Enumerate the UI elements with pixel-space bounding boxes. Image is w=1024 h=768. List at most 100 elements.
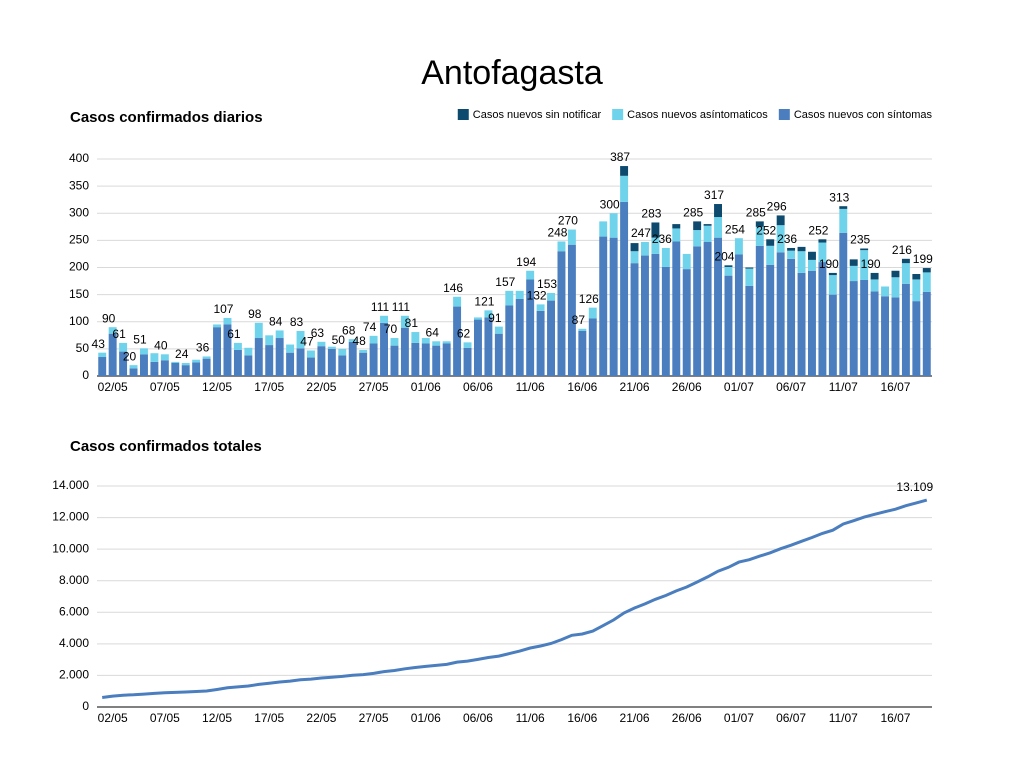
bar-segment	[870, 272, 879, 280]
bar-segment	[776, 215, 785, 226]
value-label: 13.109	[896, 480, 933, 494]
bar-segment	[181, 365, 190, 376]
chart-title: Casos confirmados totales	[70, 438, 262, 455]
bar-segment	[181, 362, 190, 366]
bar-segment	[724, 275, 733, 376]
bar-segment	[734, 238, 743, 255]
legend-swatch	[457, 109, 469, 120]
bar-segment	[202, 356, 211, 359]
line	[102, 498, 928, 699]
x-tick-label: 21/06	[620, 711, 650, 725]
bar-segment	[484, 310, 493, 318]
bar-segment	[338, 355, 347, 376]
bar-segment	[808, 251, 816, 260]
bar-segment	[609, 213, 618, 238]
bar-segment	[202, 358, 211, 376]
total-label: 146	[443, 281, 463, 295]
total-label: 50	[332, 333, 346, 347]
bar-segment	[588, 307, 597, 319]
bar-segment	[630, 263, 639, 376]
total-label: 153	[537, 277, 557, 291]
bar-segment	[474, 319, 482, 376]
bar-segment	[828, 294, 837, 376]
bar-segment	[714, 204, 722, 218]
total-label: 236	[777, 232, 797, 246]
bar-segment	[828, 275, 837, 295]
total-label: 64	[426, 325, 440, 339]
total-label: 190	[861, 257, 881, 271]
total-label: 285	[746, 206, 766, 220]
bar-segment	[703, 224, 712, 226]
bar-segment	[192, 362, 201, 376]
x-tick-label: 16/07	[880, 711, 910, 725]
bar-segment	[849, 265, 858, 282]
total-label: 317	[704, 188, 724, 202]
bar-segment	[223, 324, 232, 376]
bar-segment	[672, 241, 681, 376]
x-tick-label: 17/05	[254, 711, 284, 725]
x-tick-label: 11/07	[829, 711, 858, 725]
bar-segment	[682, 269, 691, 376]
bar-segment	[567, 244, 576, 376]
x-tick-label: 16/06	[567, 380, 597, 394]
bar-segment	[609, 237, 618, 376]
bar-segment	[411, 332, 420, 343]
total-label: 300	[600, 197, 620, 211]
x-tick-label: 21/06	[620, 380, 650, 394]
bar-segment	[453, 306, 462, 376]
bar-segment	[808, 270, 816, 376]
bar-segment	[630, 251, 639, 264]
bar-segment	[630, 243, 639, 252]
bar-segment	[860, 279, 869, 376]
bar-segment	[484, 317, 493, 376]
bar-segment	[849, 281, 858, 376]
x-tick-label: 06/06	[463, 711, 493, 725]
bar-segment	[651, 253, 660, 376]
bar-segment	[849, 259, 858, 266]
bar-segment	[369, 335, 378, 344]
x-tick-label: 06/07	[776, 711, 806, 725]
bar-segment	[839, 232, 848, 376]
x-tick-label: 02/05	[98, 711, 128, 725]
bar-segment	[714, 237, 722, 376]
bar-segment	[766, 245, 775, 265]
y-tick-label: 150	[69, 287, 89, 301]
bar-segment	[390, 338, 399, 346]
y-tick-label: 300	[69, 205, 89, 219]
total-label: 194	[516, 255, 536, 269]
bar-segment	[380, 315, 388, 323]
total-label: 285	[683, 206, 703, 220]
bar-segment	[557, 251, 566, 376]
total-label: 190	[819, 257, 839, 271]
bar-segment	[505, 290, 514, 306]
bar-segment	[453, 296, 462, 307]
bar-segment	[651, 222, 660, 238]
bar-segment	[755, 221, 764, 227]
bar-segment	[922, 272, 931, 292]
y-tick-label: 2.000	[59, 668, 89, 682]
y-tick-label: 0	[82, 699, 89, 713]
y-tick-label: 200	[69, 260, 89, 274]
x-tick-label: 16/07	[880, 380, 910, 394]
total-label: 216	[892, 243, 912, 257]
bar-segment	[787, 258, 796, 376]
bar-segment	[505, 305, 514, 376]
bar-segment	[494, 326, 503, 334]
bar-segment	[870, 279, 879, 292]
bar-segment	[891, 270, 900, 278]
bar-segment	[599, 236, 608, 376]
bar-segment	[463, 347, 472, 376]
bar-segment	[307, 357, 315, 376]
bar-segment	[307, 350, 315, 358]
bar-segment	[108, 327, 117, 334]
bar-segment	[223, 317, 232, 325]
total-label: 43	[92, 337, 106, 351]
total-label: 51	[133, 333, 147, 347]
bar-segment	[442, 341, 451, 344]
bar-segment	[296, 330, 305, 349]
bar-segment	[714, 217, 722, 238]
total-label: 283	[641, 207, 661, 221]
legend-swatch	[612, 109, 624, 120]
bar-segment	[400, 315, 409, 328]
